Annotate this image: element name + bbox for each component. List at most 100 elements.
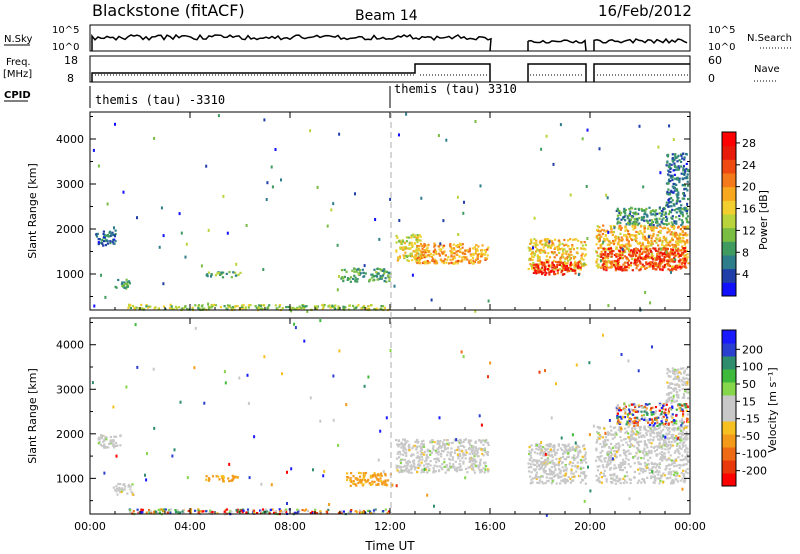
scatter-cell	[631, 269, 634, 272]
scatter-cell	[574, 465, 577, 468]
scatter-cell	[677, 191, 680, 194]
scatter-cell	[638, 269, 641, 272]
scatter-cell	[186, 476, 189, 480]
scatter-cell	[327, 508, 330, 511]
scatter-cell	[638, 436, 641, 439]
scatter-cell	[117, 482, 120, 486]
scatter-cell	[655, 219, 658, 222]
scatter-cell	[665, 238, 668, 241]
scatter-cell	[563, 468, 566, 471]
scatter-cell	[544, 465, 547, 468]
scatter-cell	[629, 219, 633, 222]
scatter-cell	[167, 508, 170, 512]
scatter-cell	[559, 482, 562, 485]
scatter-cell	[672, 481, 675, 485]
scatter-cell	[605, 263, 608, 266]
scatter-cell	[385, 416, 388, 420]
scatter-cell	[685, 463, 688, 466]
scatter-cell	[450, 261, 453, 264]
scatter-cell	[353, 270, 356, 273]
scatter-cell	[530, 265, 533, 268]
scatter-cell	[382, 480, 385, 483]
scatter-cell	[556, 269, 559, 272]
scatter-cell	[420, 448, 423, 451]
scatter-cell	[676, 166, 679, 169]
scatter-cell	[684, 260, 687, 263]
scatter-cell	[637, 456, 640, 459]
scatter-cell	[405, 452, 408, 455]
scatter-cell	[633, 421, 636, 424]
scatter-cell	[672, 265, 675, 268]
scatter-cell	[464, 438, 468, 441]
scatter-cell	[665, 241, 668, 244]
scatter-cell	[422, 445, 426, 448]
scatter-cell	[664, 247, 668, 250]
scatter-cell	[540, 457, 543, 460]
scatter-cell	[657, 465, 661, 468]
scatter-cell	[681, 404, 684, 407]
scatter-cell	[676, 160, 679, 163]
scatter-cell	[579, 475, 582, 478]
scatter-cell	[123, 488, 126, 491]
ytick-label: 1000	[56, 472, 84, 485]
scatter-cell	[609, 451, 612, 454]
scatter-cell	[687, 198, 690, 201]
scatter-cell	[540, 447, 543, 450]
scatter-cell	[478, 468, 481, 472]
scatter-cell	[355, 306, 358, 309]
scatter-cell	[665, 467, 668, 470]
scatter-cell	[443, 439, 446, 442]
scatter-cell	[224, 509, 227, 512]
scatter-cell	[562, 266, 565, 269]
scatter-cell	[679, 249, 682, 252]
scatter-cell	[564, 474, 567, 477]
scatter-cell	[364, 471, 368, 475]
scatter-cell	[674, 254, 677, 257]
scatter-cell	[158, 245, 161, 249]
scatter-cell	[647, 225, 650, 228]
scatter-cell	[566, 480, 569, 483]
scatter-cell	[438, 470, 441, 473]
scatter-cell	[670, 239, 673, 242]
scatter-cell	[686, 405, 689, 408]
scatter-cell	[545, 448, 548, 451]
scatter-cell	[673, 451, 677, 454]
scatter-cell	[354, 477, 357, 480]
scatter-cell	[614, 431, 617, 434]
scatter-cell	[114, 285, 117, 288]
scatter-cell	[358, 273, 361, 276]
scatter-cell	[160, 206, 163, 210]
scatter-cell	[362, 511, 365, 514]
scatter-cell	[619, 221, 622, 224]
scatter-cell	[468, 249, 471, 252]
scatter-cell	[624, 450, 628, 454]
scatter-cell	[279, 509, 283, 512]
scatter-cell	[624, 460, 627, 463]
scatter-cell	[532, 255, 535, 259]
scatter-cell	[424, 260, 427, 263]
scatter-cell	[359, 475, 362, 478]
scatter-cell	[658, 207, 661, 210]
scatter-cell	[665, 204, 668, 207]
scatter-cell	[460, 468, 463, 471]
scatter-cell	[544, 265, 547, 268]
scatter-cell	[633, 424, 636, 427]
scatter-cell	[422, 470, 425, 473]
scatter-cell	[683, 381, 686, 384]
scatter-cell	[562, 478, 565, 481]
xtick-label: 20:00	[574, 520, 606, 533]
scatter-cell	[367, 509, 370, 512]
scatter-cell	[651, 406, 654, 409]
scatter-cell	[677, 168, 680, 171]
scatter-cell	[586, 237, 589, 240]
scatter-cell	[602, 247, 605, 250]
scatter-cell	[259, 304, 262, 308]
scatter-cell	[631, 435, 634, 438]
scatter-cell	[278, 508, 281, 511]
scatter-cell	[329, 306, 332, 309]
scatter-cell	[677, 449, 680, 452]
scatter-cell	[635, 240, 639, 243]
scatter-cell	[338, 274, 340, 278]
scatter-cell	[670, 248, 673, 251]
scatter-cell	[97, 238, 100, 241]
